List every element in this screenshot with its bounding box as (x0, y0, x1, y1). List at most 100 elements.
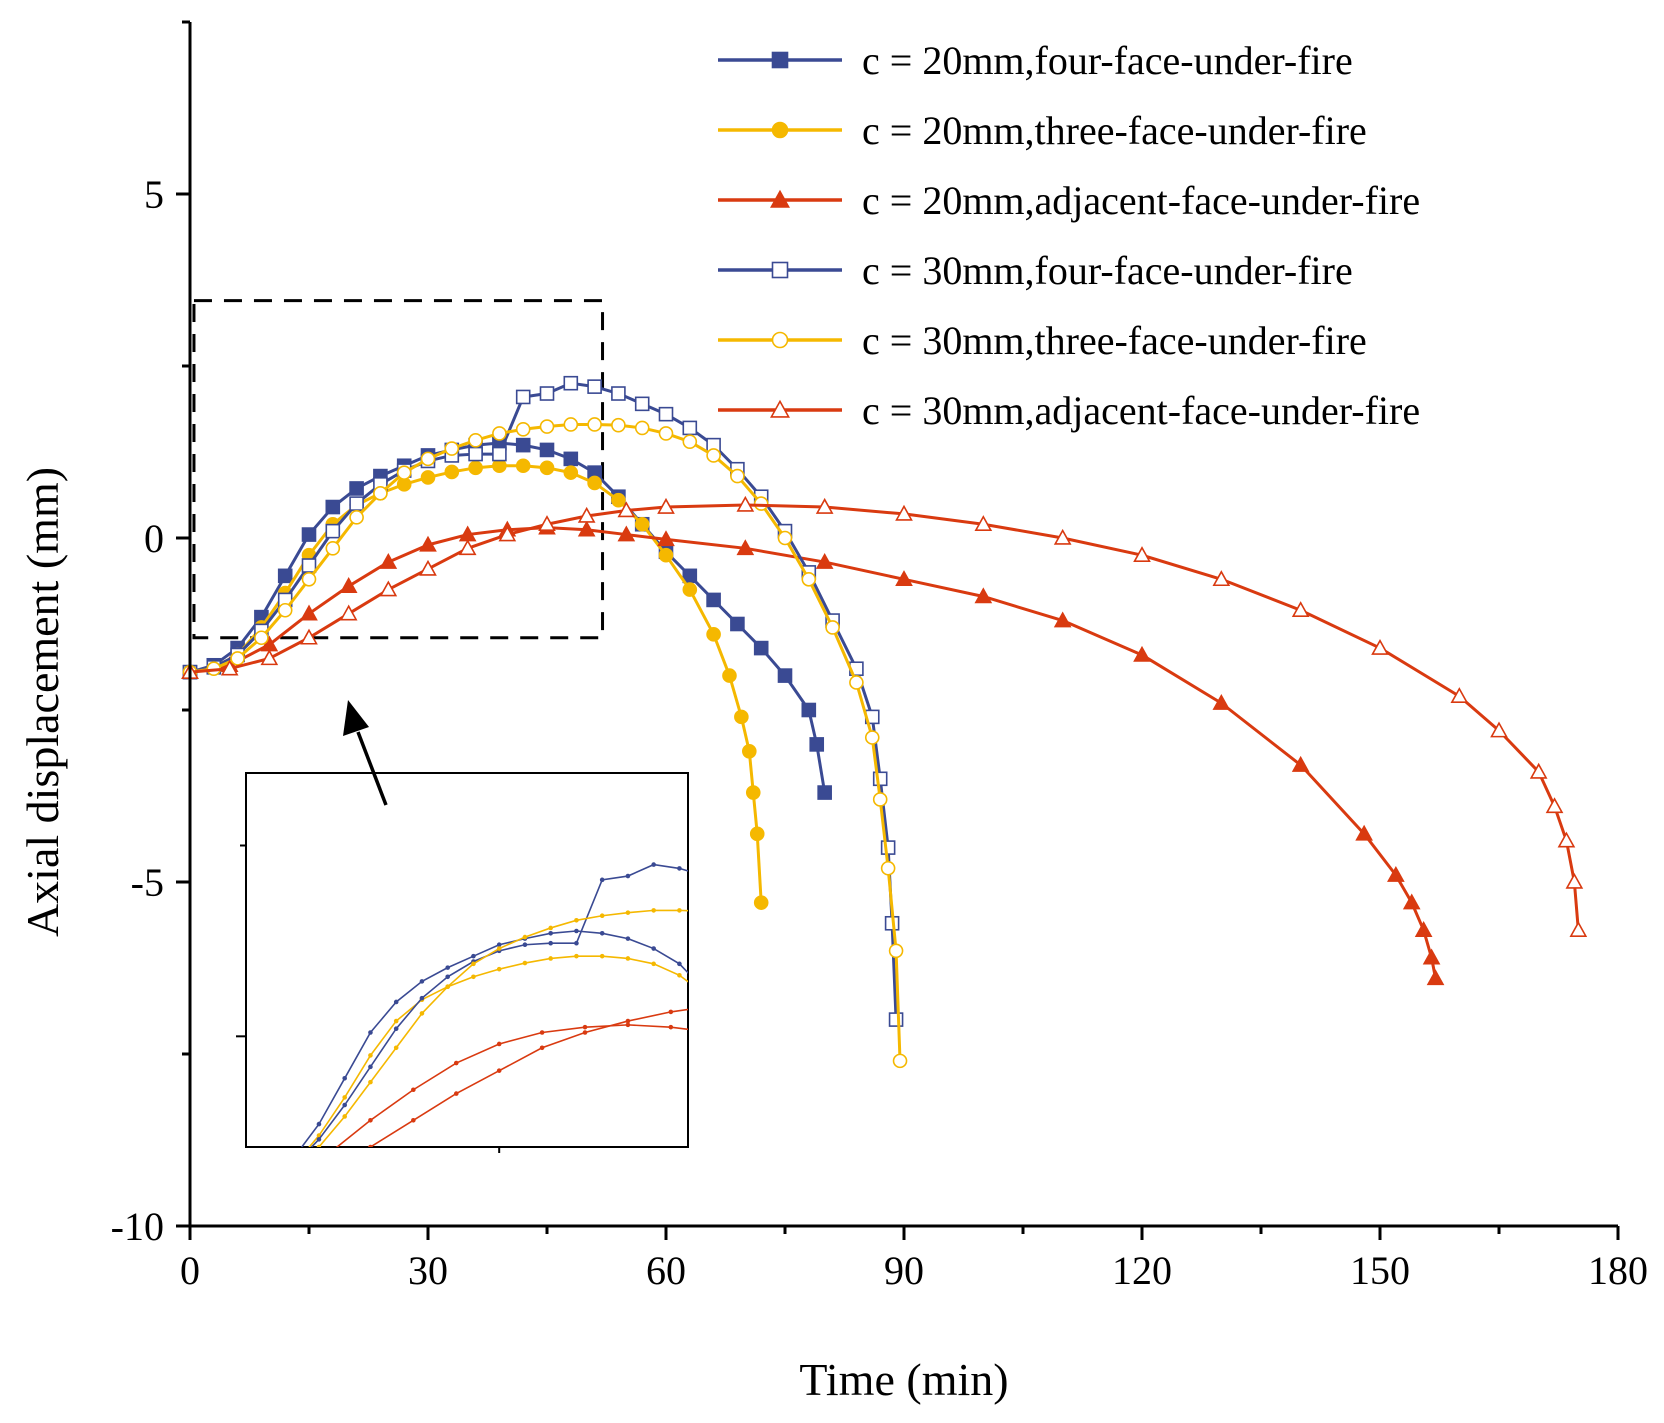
data-point (730, 468, 745, 484)
data-point (880, 840, 896, 855)
data-point (1402, 893, 1421, 910)
data-point (682, 420, 698, 436)
inset-data-point (754, 1053, 759, 1058)
inset-data-point (729, 912, 734, 917)
inset-data-point (754, 1000, 759, 1005)
legend-marker (771, 261, 789, 279)
legend-marker (771, 121, 789, 139)
data-point (1490, 721, 1508, 738)
inset-data-point (265, 1178, 270, 1183)
data-point (349, 510, 364, 525)
inset-data-point (780, 927, 785, 932)
data-point (444, 441, 460, 456)
x-tick-label: 0 (180, 1248, 200, 1293)
inset-series-6 (325, 1000, 759, 1173)
data-point (300, 604, 318, 621)
data-point (539, 442, 555, 458)
inset-data-point (729, 1019, 734, 1024)
inset-data-point (703, 988, 708, 993)
data-point (722, 668, 737, 683)
data-point (730, 616, 745, 632)
inset-data-point (445, 965, 450, 970)
inset-data-point (625, 1022, 631, 1028)
data-point (777, 530, 793, 546)
inset-data-point (548, 956, 553, 961)
inset-data-point (582, 1024, 588, 1030)
data-point (1371, 638, 1389, 655)
data-point (864, 730, 880, 745)
data-point (1422, 948, 1441, 965)
legend-item: c = 20mm,adjacent-face-under-fire (718, 178, 1420, 223)
data-point (492, 426, 507, 441)
data-point (325, 499, 341, 515)
data-point (801, 702, 817, 718)
inset-data-point (342, 1102, 347, 1108)
data-point (736, 539, 755, 556)
y-tick-label: -5 (131, 860, 164, 905)
data-point (349, 496, 364, 511)
data-point (1565, 872, 1584, 889)
data-point (634, 516, 650, 532)
data-point (1387, 865, 1405, 882)
inset-data-point (522, 942, 528, 948)
inset-data-point (651, 946, 656, 951)
inset-data-point (496, 942, 502, 948)
inset-data-point (342, 1095, 347, 1100)
inset-data-point (239, 1183, 244, 1188)
inset-series-3 (239, 1022, 688, 1188)
inset-data-point (239, 1183, 244, 1188)
data-point (563, 417, 579, 432)
inset-data-point (265, 1175, 270, 1180)
data-point (468, 446, 483, 462)
data-point (849, 675, 864, 690)
inset-data-point (239, 1183, 244, 1188)
inset-data-point (325, 1168, 330, 1173)
data-point (1212, 693, 1231, 710)
inset-data-point (582, 1030, 588, 1035)
legend-label: c = 30mm,four-face-under-fire (862, 248, 1353, 293)
data-point (1291, 755, 1310, 772)
data-point (339, 604, 358, 621)
legend-item: c = 30mm,three-face-under-fire (718, 318, 1367, 363)
data-point (587, 379, 602, 394)
series-line (189, 381, 898, 1020)
data-point (1355, 824, 1373, 841)
legend-item: c = 30mm,adjacent-face-under-fire (718, 388, 1420, 433)
data-point (1426, 969, 1445, 986)
data-point (815, 497, 834, 514)
inset-data-point (471, 953, 476, 959)
series-1 (182, 435, 832, 800)
data-point (220, 659, 239, 676)
data-point (1133, 645, 1151, 662)
x-axis-title: Time (min) (799, 1354, 1008, 1405)
inset-series-line (308, 955, 688, 1147)
zoom-arrow-shaft (356, 731, 388, 806)
data-point (617, 525, 636, 542)
zoom-box-layer (192, 299, 605, 640)
data-point (611, 417, 626, 433)
data-point (706, 592, 721, 608)
inset-data-point (574, 940, 579, 946)
inset-data-point (599, 877, 605, 883)
inset-data-point (539, 1030, 545, 1035)
inset-data-point (239, 1183, 244, 1188)
data-point (349, 481, 364, 496)
inset-data-point (677, 972, 682, 978)
data-point (458, 539, 477, 556)
inset-series-1 (265, 928, 708, 1180)
legend-label: c = 20mm,four-face-under-fire (862, 38, 1353, 83)
inset-data-point (291, 1156, 296, 1161)
data-point (706, 627, 721, 642)
data-point (706, 448, 721, 463)
data-point (325, 523, 341, 539)
inset-data-point (291, 1164, 296, 1169)
data-point (379, 580, 398, 597)
data-point (577, 506, 596, 523)
legend-label: c = 30mm,adjacent-face-under-fire (862, 388, 1420, 433)
inset-data-point (419, 995, 425, 1001)
y-tick-label: 5 (144, 172, 164, 217)
inset-data-point (548, 930, 553, 936)
inset-data-point (453, 1060, 459, 1066)
inset-data-point (625, 936, 631, 941)
inset-data-point (291, 1168, 296, 1173)
